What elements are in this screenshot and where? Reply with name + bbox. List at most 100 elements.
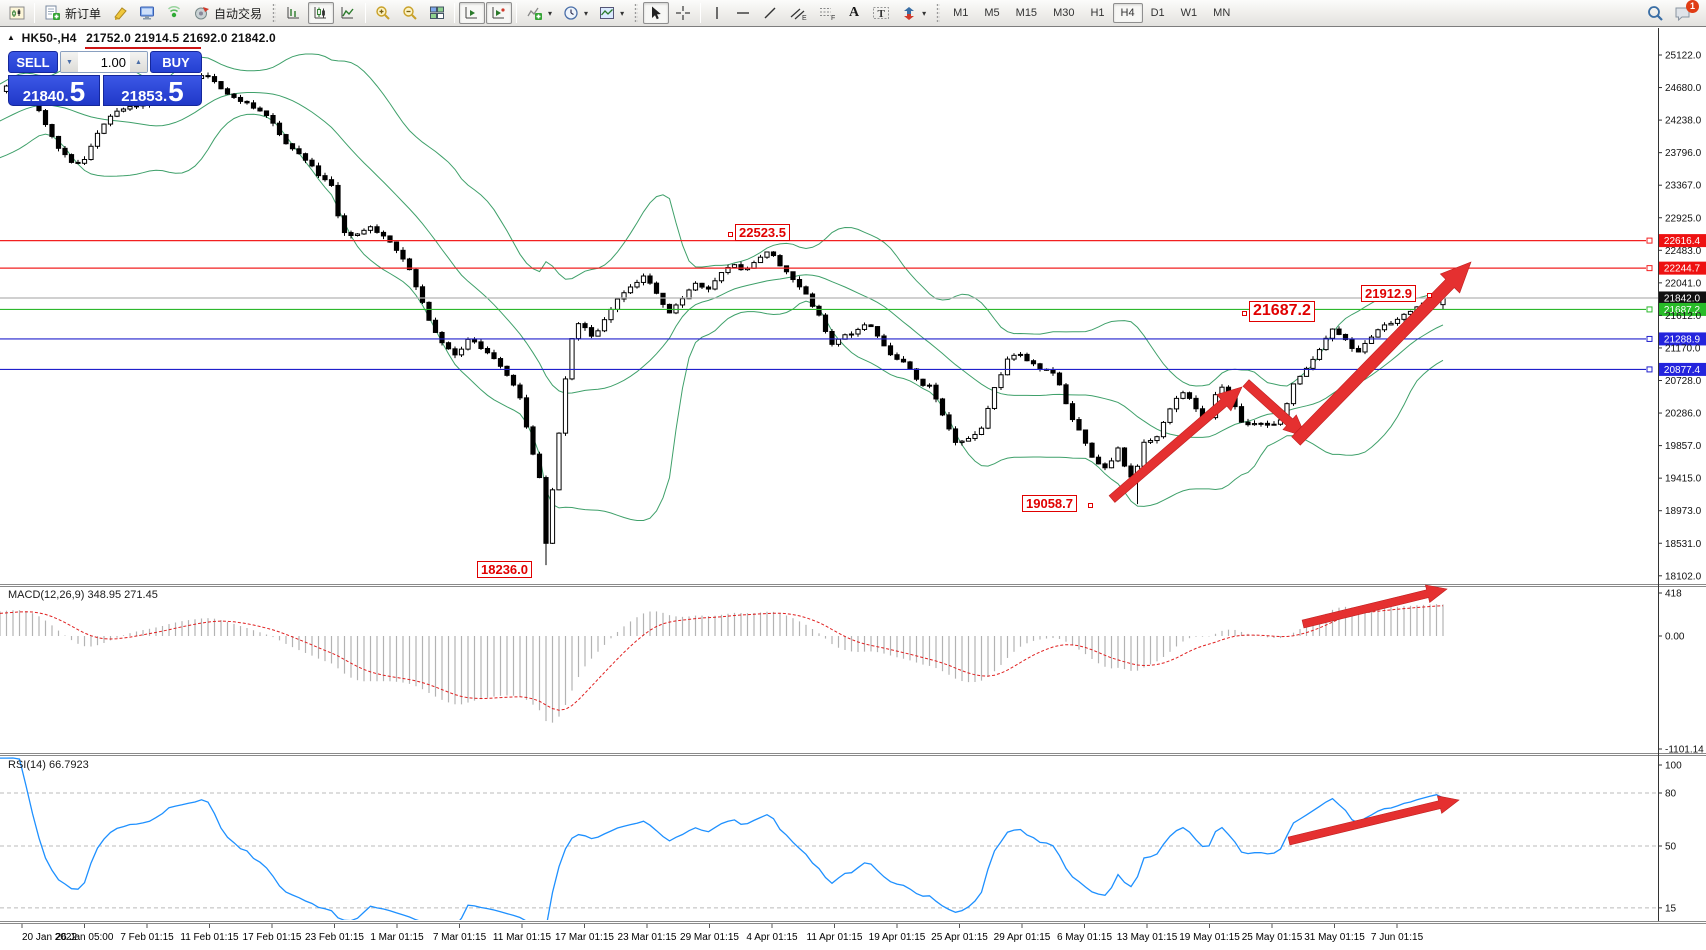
svg-text:21687.2: 21687.2 (1664, 305, 1701, 316)
auto-trading-button[interactable]: 自动交易 (188, 2, 267, 24)
timeframe-m5[interactable]: M5 (984, 7, 1000, 19)
svg-text:21842.0: 21842.0 (1664, 293, 1701, 304)
auto-trading-label: 自动交易 (214, 6, 263, 21)
ohlc-values: 21752.0 21914.5 21692.0 21842.0 (86, 31, 276, 45)
tile-windows-button[interactable] (424, 2, 450, 24)
equidistant-channel-tool-button[interactable]: E (784, 2, 812, 24)
svg-text:100: 100 (1665, 761, 1682, 772)
search-icon[interactable] (1647, 5, 1664, 22)
timeframe-m15[interactable]: M15 (1015, 7, 1038, 19)
trend-arrow[interactable] (1108, 386, 1243, 503)
horizontal-line-tool-button[interactable] (730, 2, 756, 24)
svg-text:15: 15 (1665, 903, 1677, 914)
volume-decrease-button[interactable]: ▼ (61, 52, 78, 72)
symbol-name: HK50-,H4 (21, 31, 77, 45)
periods-button[interactable]: ▾ (558, 2, 593, 24)
toolbar-separator (700, 3, 702, 23)
new-order-button[interactable]: 新订单 (39, 2, 106, 24)
text-tool-icon: A (849, 5, 860, 20)
chart-shift-icon (492, 7, 505, 19)
trend-arrow[interactable] (1291, 261, 1472, 446)
sell-price-big-digit: 5 (69, 76, 86, 108)
terminal-icon (140, 6, 155, 20)
vertical-line-tool-button[interactable] (705, 2, 729, 24)
fibonacci-icon: F (820, 8, 835, 21)
zoom-in-icon (376, 6, 390, 20)
svg-text:18973.0: 18973.0 (1665, 506, 1702, 517)
svg-text:22041.0: 22041.0 (1665, 278, 1702, 289)
line-chart-type-button[interactable] (335, 2, 361, 24)
crosshair-tool-button[interactable] (670, 2, 696, 24)
sell-price-main: 21840. (22, 88, 69, 105)
volume-input[interactable]: 1.00 (100, 55, 126, 70)
channel-icon: E (790, 8, 807, 21)
indicators-button[interactable]: ▾ (521, 2, 557, 24)
svg-text:418: 418 (1665, 589, 1682, 600)
timeframe-h4[interactable]: H4 (1112, 3, 1143, 23)
trend-arrow[interactable] (1287, 795, 1460, 846)
buy-price-big-digit: 5 (168, 76, 184, 108)
buy-price[interactable]: 21853. 5 (103, 75, 202, 106)
trend-arrow[interactable] (1242, 379, 1307, 438)
svg-text:25 May 01:15: 25 May 01:15 (1242, 932, 1303, 943)
candlestick-chart-type-button[interactable] (308, 2, 335, 24)
arrows-tool-button[interactable]: ▾ (896, 2, 931, 24)
svg-text:4 Apr 01:15: 4 Apr 01:15 (746, 932, 798, 943)
price-label-annotation[interactable]: 21912.9 (1361, 285, 1416, 303)
buy-button[interactable]: BUY (150, 51, 202, 73)
timeframe-mn[interactable]: MN (1213, 7, 1231, 19)
sell-button[interactable]: SELL (8, 51, 58, 73)
auto-scroll-button[interactable] (459, 2, 486, 24)
svg-text:20877.4: 20877.4 (1664, 365, 1701, 376)
text-tool-button[interactable]: A (842, 2, 866, 24)
svg-text:21170.0: 21170.0 (1665, 343, 1701, 354)
marker-button[interactable] (107, 2, 133, 24)
signal-button[interactable] (161, 2, 187, 24)
zoom-out-button[interactable] (397, 2, 423, 24)
sell-price[interactable]: 21840. 5 (8, 75, 100, 106)
svg-text:13 May 01:15: 13 May 01:15 (1117, 932, 1178, 943)
timeframe-w1[interactable]: W1 (1180, 7, 1198, 19)
chart-window-button[interactable] (4, 2, 30, 24)
svg-text:T: T (878, 8, 886, 20)
svg-text:21612.0: 21612.0 (1665, 311, 1702, 322)
price-label-annotation[interactable]: 21687.2 (1249, 301, 1315, 322)
price-label-annotation[interactable]: 22523.5 (735, 224, 790, 242)
zoom-in-button[interactable] (370, 2, 396, 24)
timeframe-h1[interactable]: H1 (1090, 7, 1105, 19)
price-label-annotation[interactable]: 19058.7 (1022, 495, 1077, 513)
svg-text:11 Mar 01:15: 11 Mar 01:15 (493, 932, 552, 943)
chart-shift-button[interactable] (486, 2, 513, 24)
svg-text:11 Feb 01:15: 11 Feb 01:15 (180, 932, 239, 943)
svg-text:11 Apr 01:15: 11 Apr 01:15 (807, 932, 863, 943)
label-tool-icon: T (873, 7, 890, 20)
toolbar-separator (454, 3, 456, 23)
toolbar-grip[interactable] (936, 3, 941, 23)
bar-chart-icon (287, 7, 300, 19)
svg-text:24238.0: 24238.0 (1665, 116, 1702, 127)
toolbar-grip[interactable] (634, 3, 639, 23)
fibonacci-tool-button[interactable]: F (813, 2, 841, 24)
new-order-label: 新订单 (65, 6, 102, 21)
cursor-icon (652, 6, 661, 20)
svg-text:7 Feb 01:15: 7 Feb 01:15 (120, 932, 174, 943)
trend-arrow[interactable] (1301, 584, 1448, 629)
svg-text:18531.0: 18531.0 (1665, 539, 1702, 550)
volume-increase-button[interactable]: ▲ (130, 52, 147, 72)
templates-button[interactable]: ▾ (594, 2, 629, 24)
toolbar-separator (365, 3, 367, 23)
label-tool-button[interactable]: T (867, 2, 895, 24)
annotation-anchor (1242, 310, 1247, 316)
bar-chart-type-button[interactable] (281, 2, 307, 24)
timeframe-m1[interactable]: M1 (953, 7, 969, 19)
timeframe-d1[interactable]: D1 (1150, 7, 1165, 19)
terminal-button[interactable] (134, 2, 160, 24)
notifications-button[interactable]: 1 (1674, 0, 1699, 22)
timeframe-m30[interactable]: M30 (1053, 7, 1075, 19)
toolbar-grip[interactable] (272, 3, 277, 23)
price-label-annotation[interactable]: 18236.0 (477, 561, 532, 579)
svg-text:24680.0: 24680.0 (1665, 83, 1702, 94)
trendline-tool-button[interactable] (757, 2, 783, 24)
cursor-tool-button[interactable] (643, 2, 670, 24)
